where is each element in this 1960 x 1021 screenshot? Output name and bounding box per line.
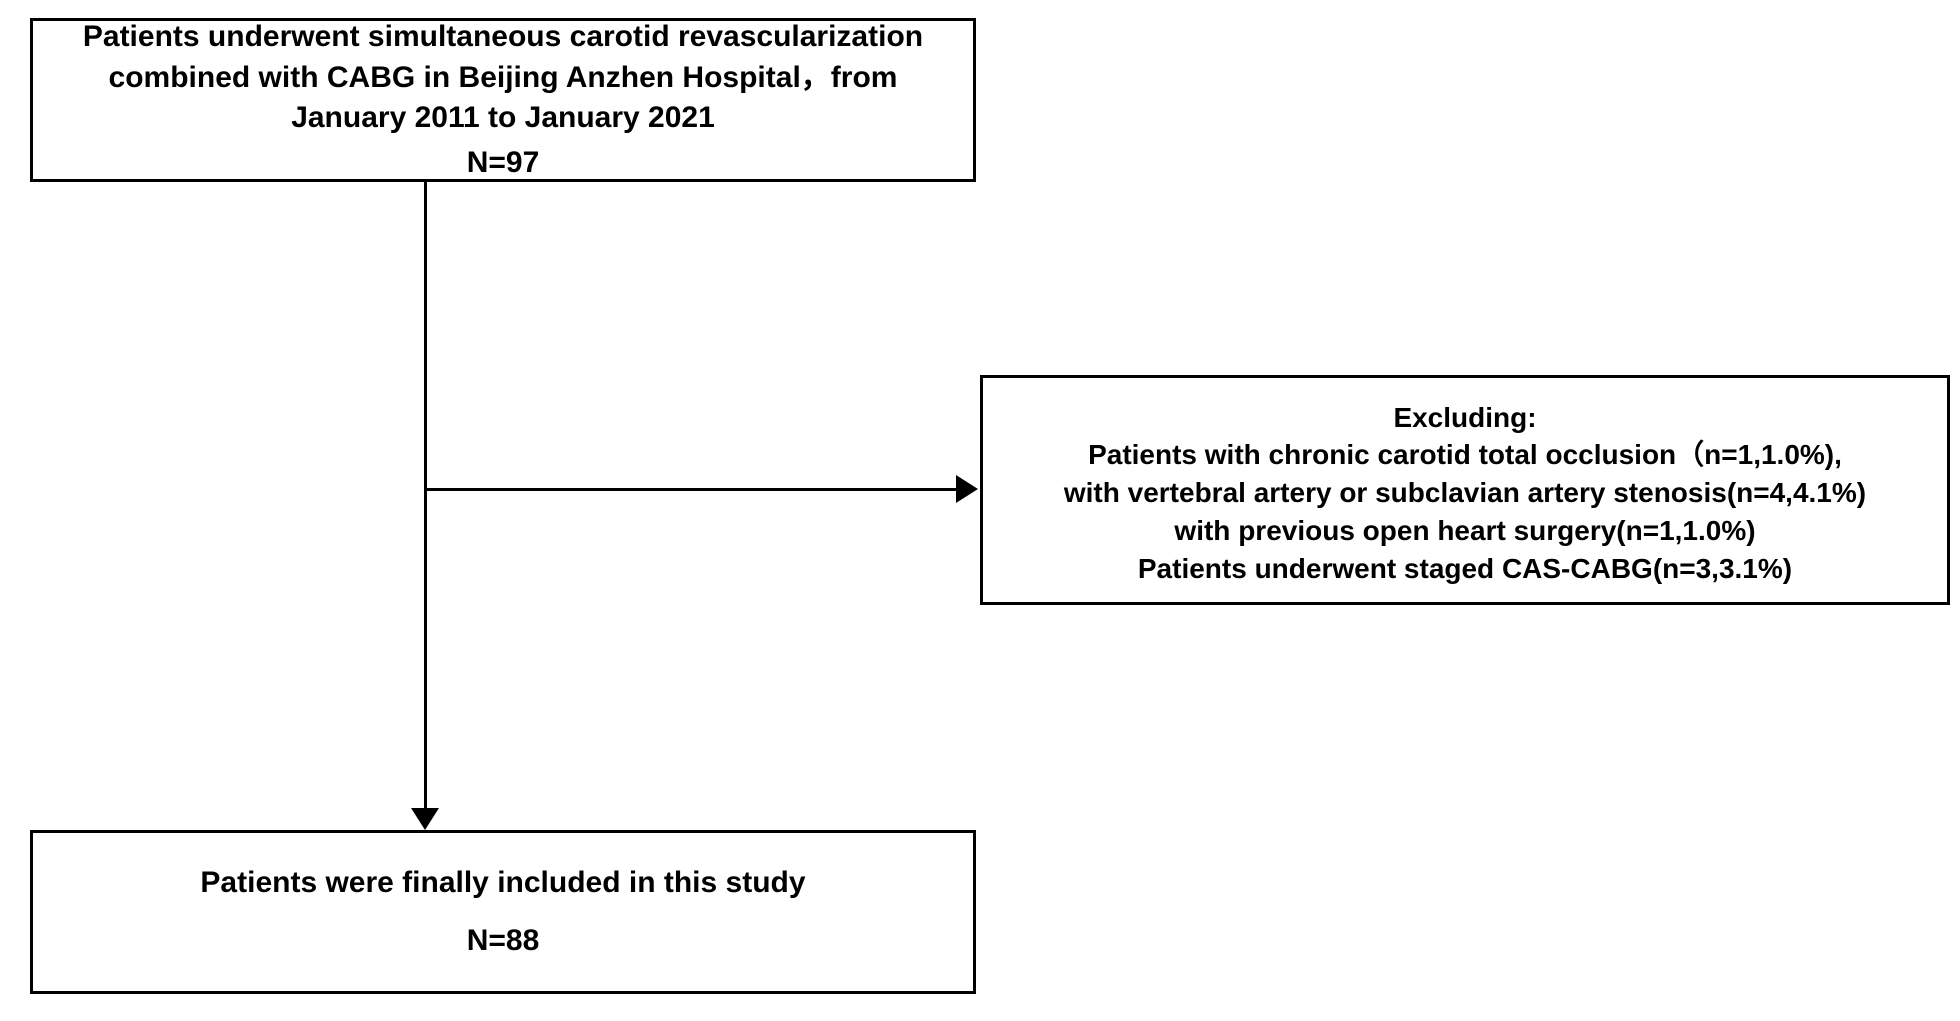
node-exclusion-box: Excluding: Patients with chronic carotid…: [980, 375, 1950, 605]
edge-horizontal-line: [425, 488, 956, 491]
node-top-box: Patients underwent simultaneous carotid …: [30, 18, 976, 182]
exclusion-line3: with previous open heart surgery(n=1,1.0…: [1174, 512, 1755, 550]
exclusion-line1: Patients with chronic carotid total occl…: [1088, 436, 1842, 474]
node-top-n: N=97: [467, 143, 540, 184]
edge-horizontal-arrowhead: [956, 475, 978, 503]
edge-vertical-line: [424, 182, 427, 808]
exclusion-line2: with vertebral artery or subclavian arte…: [1064, 474, 1866, 512]
node-bottom-box: Patients were finally included in this s…: [30, 830, 976, 994]
node-top-line2: combined with CABG in Beijing Anzhen Hos…: [109, 58, 898, 99]
node-top-line3: January 2011 to January 2021: [291, 98, 715, 139]
flowchart-canvas: Patients underwent simultaneous carotid …: [0, 0, 1960, 1021]
edge-vertical-arrowhead: [411, 808, 439, 830]
exclusion-title: Excluding:: [1393, 399, 1536, 437]
node-bottom-title: Patients were finally included in this s…: [200, 863, 805, 904]
node-top-line1: Patients underwent simultaneous carotid …: [83, 17, 923, 58]
node-bottom-n: N=88: [467, 921, 540, 962]
exclusion-line4: Patients underwent staged CAS-CABG(n=3,3…: [1138, 550, 1792, 588]
